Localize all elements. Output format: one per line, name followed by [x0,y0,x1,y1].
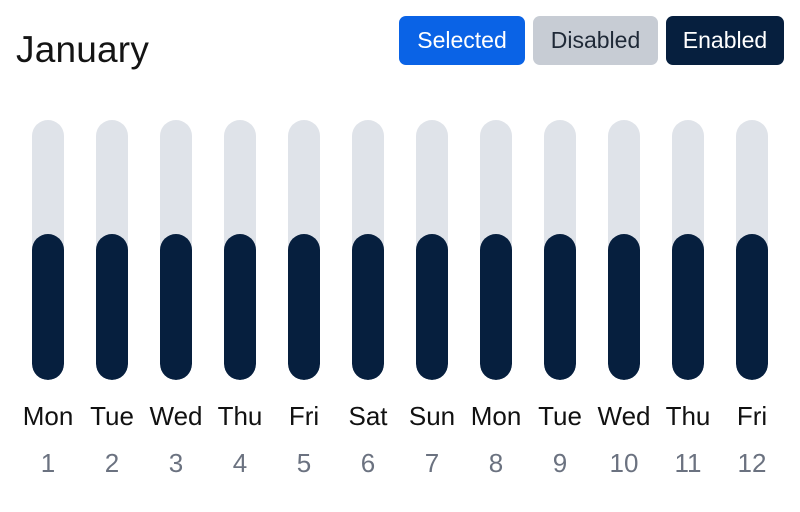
day-bar-fill [672,234,704,380]
day-bar[interactable] [352,120,384,380]
day-name-label: Tue [90,401,134,431]
day-number-label: 11 [674,448,702,478]
day-name-label: Tue [538,401,582,431]
day-bar-fill [416,234,448,380]
filter-toolbar: Selected Disabled Enabled [399,16,784,65]
day-number-label: 4 [232,448,248,478]
day-name-label: Wed [597,401,651,431]
disabled-button[interactable]: Disabled [533,16,658,65]
page-title: January [16,29,150,70]
day-bar-fill [480,234,512,380]
day-bar[interactable] [480,120,512,380]
day-number-label: 5 [296,448,312,478]
day-bar-fill [544,234,576,380]
day-number-label: 10 [609,448,639,478]
day-bar-fill [288,234,320,380]
day-number-label: 3 [168,448,184,478]
day-name-label: Mon [22,401,74,431]
day-bar[interactable] [736,120,768,380]
day-bar[interactable] [288,120,320,380]
day-number-label: 1 [40,448,56,478]
day-bar-fill [160,234,192,380]
day-bar[interactable] [672,120,704,380]
day-bar[interactable] [416,120,448,380]
day-number-label: 9 [552,448,568,478]
day-number-label: 2 [104,448,120,478]
day-number-label: 8 [488,448,504,478]
day-bar-fill [96,234,128,380]
day-number-label: 7 [424,448,440,478]
day-name-label: Thu [217,401,263,431]
day-bar-fill [32,234,64,380]
day-number-label: 12 [737,448,767,478]
day-bar[interactable] [96,120,128,380]
day-bar[interactable] [32,120,64,380]
day-bar[interactable] [224,120,256,380]
day-bar[interactable] [160,120,192,380]
day-name-label: Fri [288,401,320,431]
day-bar[interactable] [608,120,640,380]
day-bar-fill [608,234,640,380]
day-name-label: Sat [348,401,388,431]
day-bar-fill [224,234,256,380]
day-bars [0,120,800,380]
day-name-label: Wed [149,401,203,431]
day-name-label: Fri [736,401,768,431]
day-bar-fill [352,234,384,380]
enabled-button[interactable]: Enabled [666,16,784,65]
selected-button[interactable]: Selected [399,16,525,65]
day-number-label: 6 [360,448,376,478]
day-name-label: Sun [408,401,456,431]
day-name-label: Mon [470,401,522,431]
day-name-label: Thu [665,401,711,431]
day-bar-fill [736,234,768,380]
day-bar[interactable] [544,120,576,380]
